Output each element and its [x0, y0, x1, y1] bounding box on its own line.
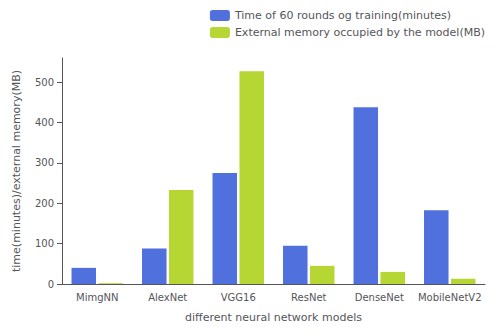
svg-text:MobileNetV2: MobileNetV2: [418, 292, 482, 303]
svg-text:External memory occupied by th: External memory occupied by the model(MB…: [235, 26, 485, 39]
svg-text:100: 100: [35, 238, 54, 249]
svg-text:Time of 60 rounds og training(: Time of 60 rounds og training(minutes): [234, 9, 451, 22]
svg-text:300: 300: [35, 157, 54, 168]
svg-text:0: 0: [48, 279, 54, 290]
svg-text:different neural network model: different neural network models: [185, 311, 362, 324]
svg-text:VGG16: VGG16: [221, 292, 256, 303]
svg-text:DenseNet: DenseNet: [355, 292, 404, 303]
svg-text:MimgNN: MimgNN: [76, 292, 118, 303]
svg-text:ResNet: ResNet: [291, 292, 326, 303]
svg-text:400: 400: [35, 117, 54, 128]
svg-text:time(minutes)/external memory(: time(minutes)/external memory(MB): [10, 70, 23, 272]
svg-text:200: 200: [35, 198, 54, 209]
svg-text:500: 500: [35, 77, 54, 88]
svg-text:AlexNet: AlexNet: [148, 292, 187, 303]
